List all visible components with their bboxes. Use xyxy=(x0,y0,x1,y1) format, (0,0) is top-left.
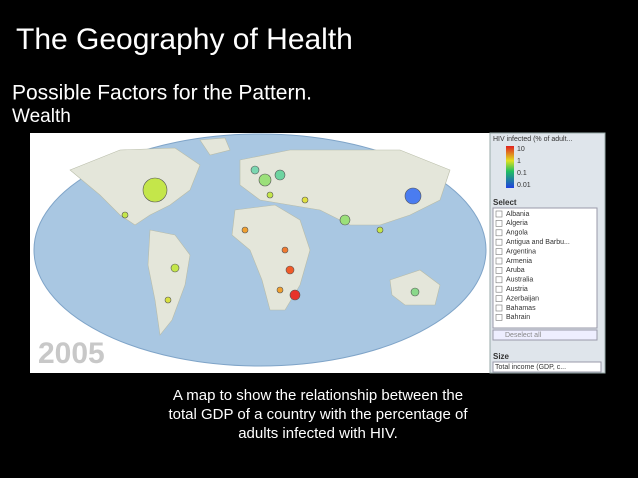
size-label: Size xyxy=(493,352,510,361)
deselect-text[interactable]: Deselect all xyxy=(505,332,542,339)
checkbox[interactable] xyxy=(495,295,503,302)
scale-label: 0.01 xyxy=(517,182,531,189)
color-scale-bar xyxy=(506,146,514,188)
country-name[interactable]: Albania xyxy=(506,211,529,218)
caption-line: A map to show the relationship between t… xyxy=(173,387,463,404)
country-name[interactable]: Australia xyxy=(506,277,533,284)
scale-label: 0.1 xyxy=(517,170,527,177)
checkbox[interactable] xyxy=(495,257,503,265)
checkbox[interactable] xyxy=(495,220,503,227)
checkbox[interactable] xyxy=(495,304,503,312)
country-name[interactable]: Argentina xyxy=(506,248,536,255)
country-name[interactable]: Armenia xyxy=(506,258,532,265)
size-value[interactable]: Total income (GDP, c... xyxy=(495,364,566,371)
screenshot: 2005 HIV infected (% of adult... 10 1 0.1 0… xyxy=(30,132,606,374)
country-name[interactable]: Azerbaijan xyxy=(506,295,539,302)
country-items: Albania Algeria Angola Antigua and Barbu...… xyxy=(495,210,570,321)
checkbox[interactable] xyxy=(495,276,503,284)
country-name[interactable]: Angola xyxy=(506,230,528,237)
checkbox[interactable] xyxy=(495,267,503,274)
country-list xyxy=(492,207,598,329)
slide-title: The Geography of Health xyxy=(16,23,353,56)
select-label: Select xyxy=(493,198,517,207)
checkbox[interactable] xyxy=(495,248,503,255)
deselect-button[interactable] xyxy=(492,329,598,341)
color-scale: 10 1 0.1 0.01 xyxy=(517,146,531,189)
country-name[interactable]: Bahamas xyxy=(506,305,536,312)
scale-label: 1 xyxy=(517,158,521,165)
country-name[interactable]: Algeria xyxy=(506,220,528,227)
caption-line: adults infected with HIV. xyxy=(238,425,398,442)
bubbles xyxy=(121,165,422,304)
checkbox[interactable] xyxy=(495,238,503,246)
checkbox[interactable] xyxy=(495,314,503,321)
checkbox[interactable] xyxy=(495,210,503,218)
checkbox[interactable] xyxy=(495,229,503,237)
country-name[interactable]: Austria xyxy=(506,286,528,293)
subtitle: Possible Factors for the Pattern. xyxy=(12,82,312,105)
color-label[interactable]: HIV infected (% of adult... xyxy=(493,136,572,143)
year-label: 2005 xyxy=(38,337,105,370)
caption-line: total GDP of a country with the percenta… xyxy=(168,406,468,423)
country-name[interactable]: Antigua and Barbu... xyxy=(506,239,570,246)
country-name[interactable]: Aruba xyxy=(506,267,525,274)
topic: Wealth xyxy=(12,106,71,127)
scale-label: 10 xyxy=(517,146,525,153)
country-name[interactable]: Bahrain xyxy=(506,314,530,321)
size-dropdown[interactable] xyxy=(492,361,602,373)
checkbox[interactable] xyxy=(495,285,503,293)
continents xyxy=(69,137,451,336)
